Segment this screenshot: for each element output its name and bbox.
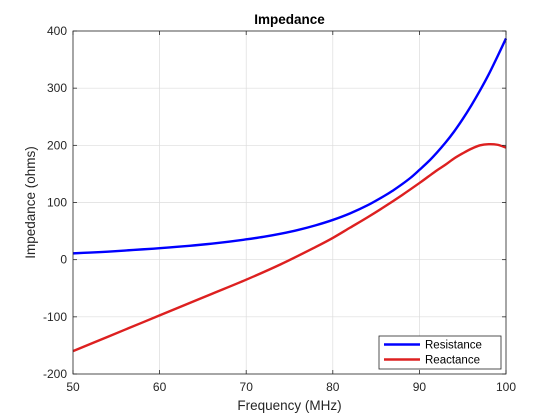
grid (72, 30, 507, 375)
y-tick-label: 0 (60, 253, 67, 267)
y-tick-label: 300 (47, 81, 67, 95)
x-tick-label: 70 (240, 380, 254, 394)
y-tick-label: -200 (43, 367, 67, 381)
x-tick-label: 60 (153, 380, 167, 394)
series-layer (72, 37, 508, 353)
y-tick-label: -100 (43, 310, 67, 324)
y-tick-label: 200 (47, 138, 67, 152)
x-tick-label: 50 (66, 380, 80, 394)
y-tick-label: 100 (47, 196, 67, 210)
x-tick-label: 80 (326, 380, 340, 394)
x-tick-label: 90 (413, 380, 427, 394)
x-axis-label: Frequency (MHz) (237, 398, 341, 413)
y-axis-label: Impedance (ohms) (23, 146, 38, 259)
legend: Resistance Reactance (378, 335, 502, 370)
ticks: 50 60 70 80 90 100 -200 -100 0 100 200 300 400 (43, 24, 516, 394)
chart-title: Impedance (254, 12, 325, 27)
legend-label-reactance: Reactance (425, 355, 480, 367)
series-line-reactance (72, 142, 507, 353)
y-tick-label: 400 (47, 24, 67, 38)
x-tick-label: 100 (496, 380, 516, 394)
series-line-resistance (72, 37, 508, 255)
legend-box (378, 335, 502, 370)
legend-label-resistance: Resistance (425, 340, 482, 352)
